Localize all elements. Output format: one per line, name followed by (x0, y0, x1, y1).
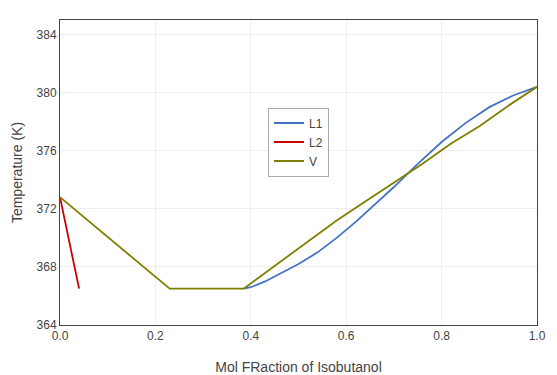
svg-text:V: V (309, 155, 317, 169)
svg-text:380: 380 (37, 86, 57, 100)
svg-text:Temperature (K): Temperature (K) (9, 122, 25, 223)
svg-text:372: 372 (37, 202, 57, 216)
svg-text:0.0: 0.0 (52, 329, 69, 343)
svg-text:Mol FRaction of Isobutanol: Mol FRaction of Isobutanol (215, 359, 382, 375)
svg-text:L1: L1 (309, 117, 323, 131)
svg-text:376: 376 (37, 144, 57, 158)
svg-text:0.4: 0.4 (242, 329, 259, 343)
svg-text:0.6: 0.6 (338, 329, 355, 343)
svg-text:1.0: 1.0 (529, 329, 546, 343)
svg-text:384: 384 (37, 28, 57, 42)
svg-text:0.8: 0.8 (433, 329, 450, 343)
svg-text:0.2: 0.2 (147, 329, 164, 343)
svg-text:L2: L2 (309, 136, 323, 150)
svg-text:364: 364 (37, 318, 57, 332)
svg-text:368: 368 (37, 260, 57, 274)
